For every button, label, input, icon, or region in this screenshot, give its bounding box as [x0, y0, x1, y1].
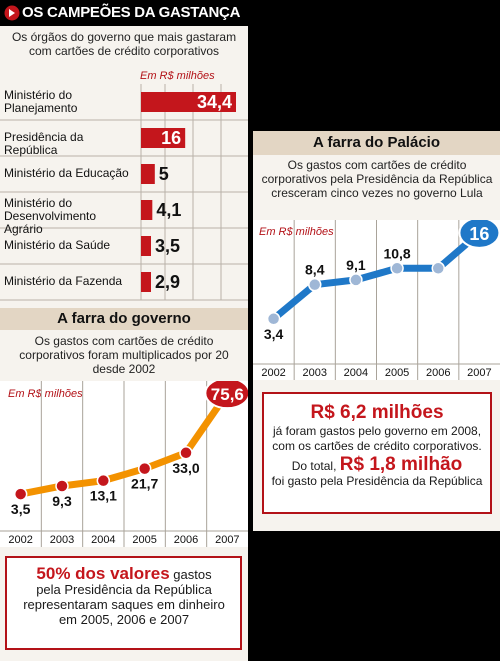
data-label: 9,3: [52, 493, 72, 509]
data-label: 10,8: [383, 245, 410, 261]
ranking-row-label: Ministério da Educação: [4, 166, 129, 180]
bar-value-label: 4,1: [156, 200, 181, 220]
data-label: 33,0: [172, 460, 199, 476]
data-label: 3,4: [264, 326, 284, 342]
x-tick-label: 2004: [344, 367, 368, 379]
bar-value-label: 2,9: [155, 272, 180, 292]
data-label: 75,6: [211, 385, 244, 404]
bar: [141, 128, 186, 148]
x-tick-label: 2006: [174, 534, 198, 546]
callout-big-2: R$ 1,8 milhão: [339, 454, 463, 475]
bar: [141, 236, 151, 256]
ranking-row-label: Ministério do Planejamento: [4, 88, 78, 115]
bar-value-label: 16: [161, 128, 181, 148]
palacio-unit: Em R$ milhões: [259, 226, 334, 238]
governo-subtitle: Os gastos com cartões de crédito corpora…: [19, 334, 229, 376]
callout-text-1: gastos: [169, 567, 212, 582]
callout-line-3: Do total,: [291, 459, 337, 473]
ranking-chart: 34,4 16 5 4,1 3,5 2,9: [0, 84, 248, 301]
arrow-icon: [4, 5, 20, 21]
data-point: [137, 461, 152, 476]
governo-callout: 50% dos valores gastos pela Presidência …: [5, 556, 242, 650]
governo-line-chart: 2002 2003 2004 2005 2006 2007 3,5 9,3 13,1 21,7 33…: [0, 381, 248, 547]
series-line: [270, 229, 483, 323]
palacio-line-chart: 2002 2003 2004 2005 2006 2007 3,4 8,4 9,1 10,8 16: [253, 220, 500, 380]
data-label: 3,5: [11, 501, 31, 517]
palacio-title: A farra do Palácio: [253, 131, 500, 155]
x-tick-label: 2007: [215, 534, 239, 546]
x-tick-label: 2005: [132, 534, 156, 546]
data-point: [349, 273, 363, 287]
callout-big-1: R$ 6,2 milhões: [310, 402, 444, 423]
bar-value-label: 5: [159, 164, 169, 184]
series-line: [17, 389, 231, 498]
bar: [141, 200, 153, 220]
callout-line-1: já foram gastos pelo governo em 2008,: [272, 424, 482, 438]
callout-text-3: representaram saques em dinheiro: [23, 597, 225, 612]
data-point: [204, 381, 248, 410]
data-label: 13,1: [90, 488, 117, 504]
callout-line-4: foi gasto pela Presidência da República: [271, 474, 483, 488]
governo-unit: Em R$ milhões: [8, 388, 83, 400]
data-point: [55, 479, 69, 493]
bar: [141, 164, 155, 184]
ranking-row-label: Presidência da República: [4, 130, 84, 157]
ranking-row-label: Ministério da Saúde: [4, 238, 111, 252]
x-tick-label: 2002: [261, 367, 285, 379]
callout-text-4: em 2005, 2006 e 2007: [58, 612, 190, 627]
ranking-subtitle: Os órgãos do governo que mais gastaram c…: [11, 30, 237, 58]
page-title: OS CAMPEÕES DA GASTANÇA: [22, 4, 241, 21]
governo-title: A farra do governo: [0, 308, 248, 330]
callout-line-2: com os cartões de crédito corporativos.: [272, 439, 482, 453]
x-tick-label: 2005: [385, 367, 409, 379]
x-tick-label: 2003: [303, 367, 327, 379]
palacio-subtitle: Os gastos com cartões de crédito corpora…: [261, 158, 493, 200]
callout-highlight: 50% dos valores: [36, 564, 170, 583]
ranking-unit: Em R$ milhões: [140, 70, 215, 82]
x-tick-label: 2004: [91, 534, 115, 546]
data-point: [179, 446, 193, 460]
data-label: 16: [469, 224, 489, 244]
ranking-row-label: Ministério do Desenvolvimento Agrário: [4, 196, 97, 236]
x-tick-label: 2003: [50, 534, 74, 546]
bar: [141, 92, 236, 112]
bar: [141, 272, 151, 292]
header-bar: OS CAMPEÕES DA GASTANÇA: [0, 0, 248, 26]
data-point: [390, 261, 404, 276]
data-point: [308, 277, 322, 292]
x-tick-label: 2002: [8, 534, 32, 546]
data-point: [431, 261, 445, 276]
data-point: [13, 487, 28, 501]
data-point: [458, 220, 500, 249]
callout-text-2: pela Presidência da República: [36, 582, 212, 597]
ranking-row-label: Ministério da Fazenda: [4, 274, 123, 288]
data-label: 21,7: [131, 476, 158, 492]
data-label: 8,4: [305, 262, 325, 278]
x-tick-label: 2006: [426, 367, 450, 379]
palacio-callout: R$ 6,2 milhões já foram gastos pelo gove…: [262, 392, 492, 514]
data-point: [266, 312, 281, 326]
left-panel: [0, 26, 248, 661]
bar-value-label: 3,5: [155, 236, 180, 256]
x-tick-label: 2007: [467, 367, 491, 379]
bar-value-label: 34,4: [197, 92, 232, 112]
data-label: 9,1: [346, 257, 366, 273]
data-point: [96, 473, 111, 488]
